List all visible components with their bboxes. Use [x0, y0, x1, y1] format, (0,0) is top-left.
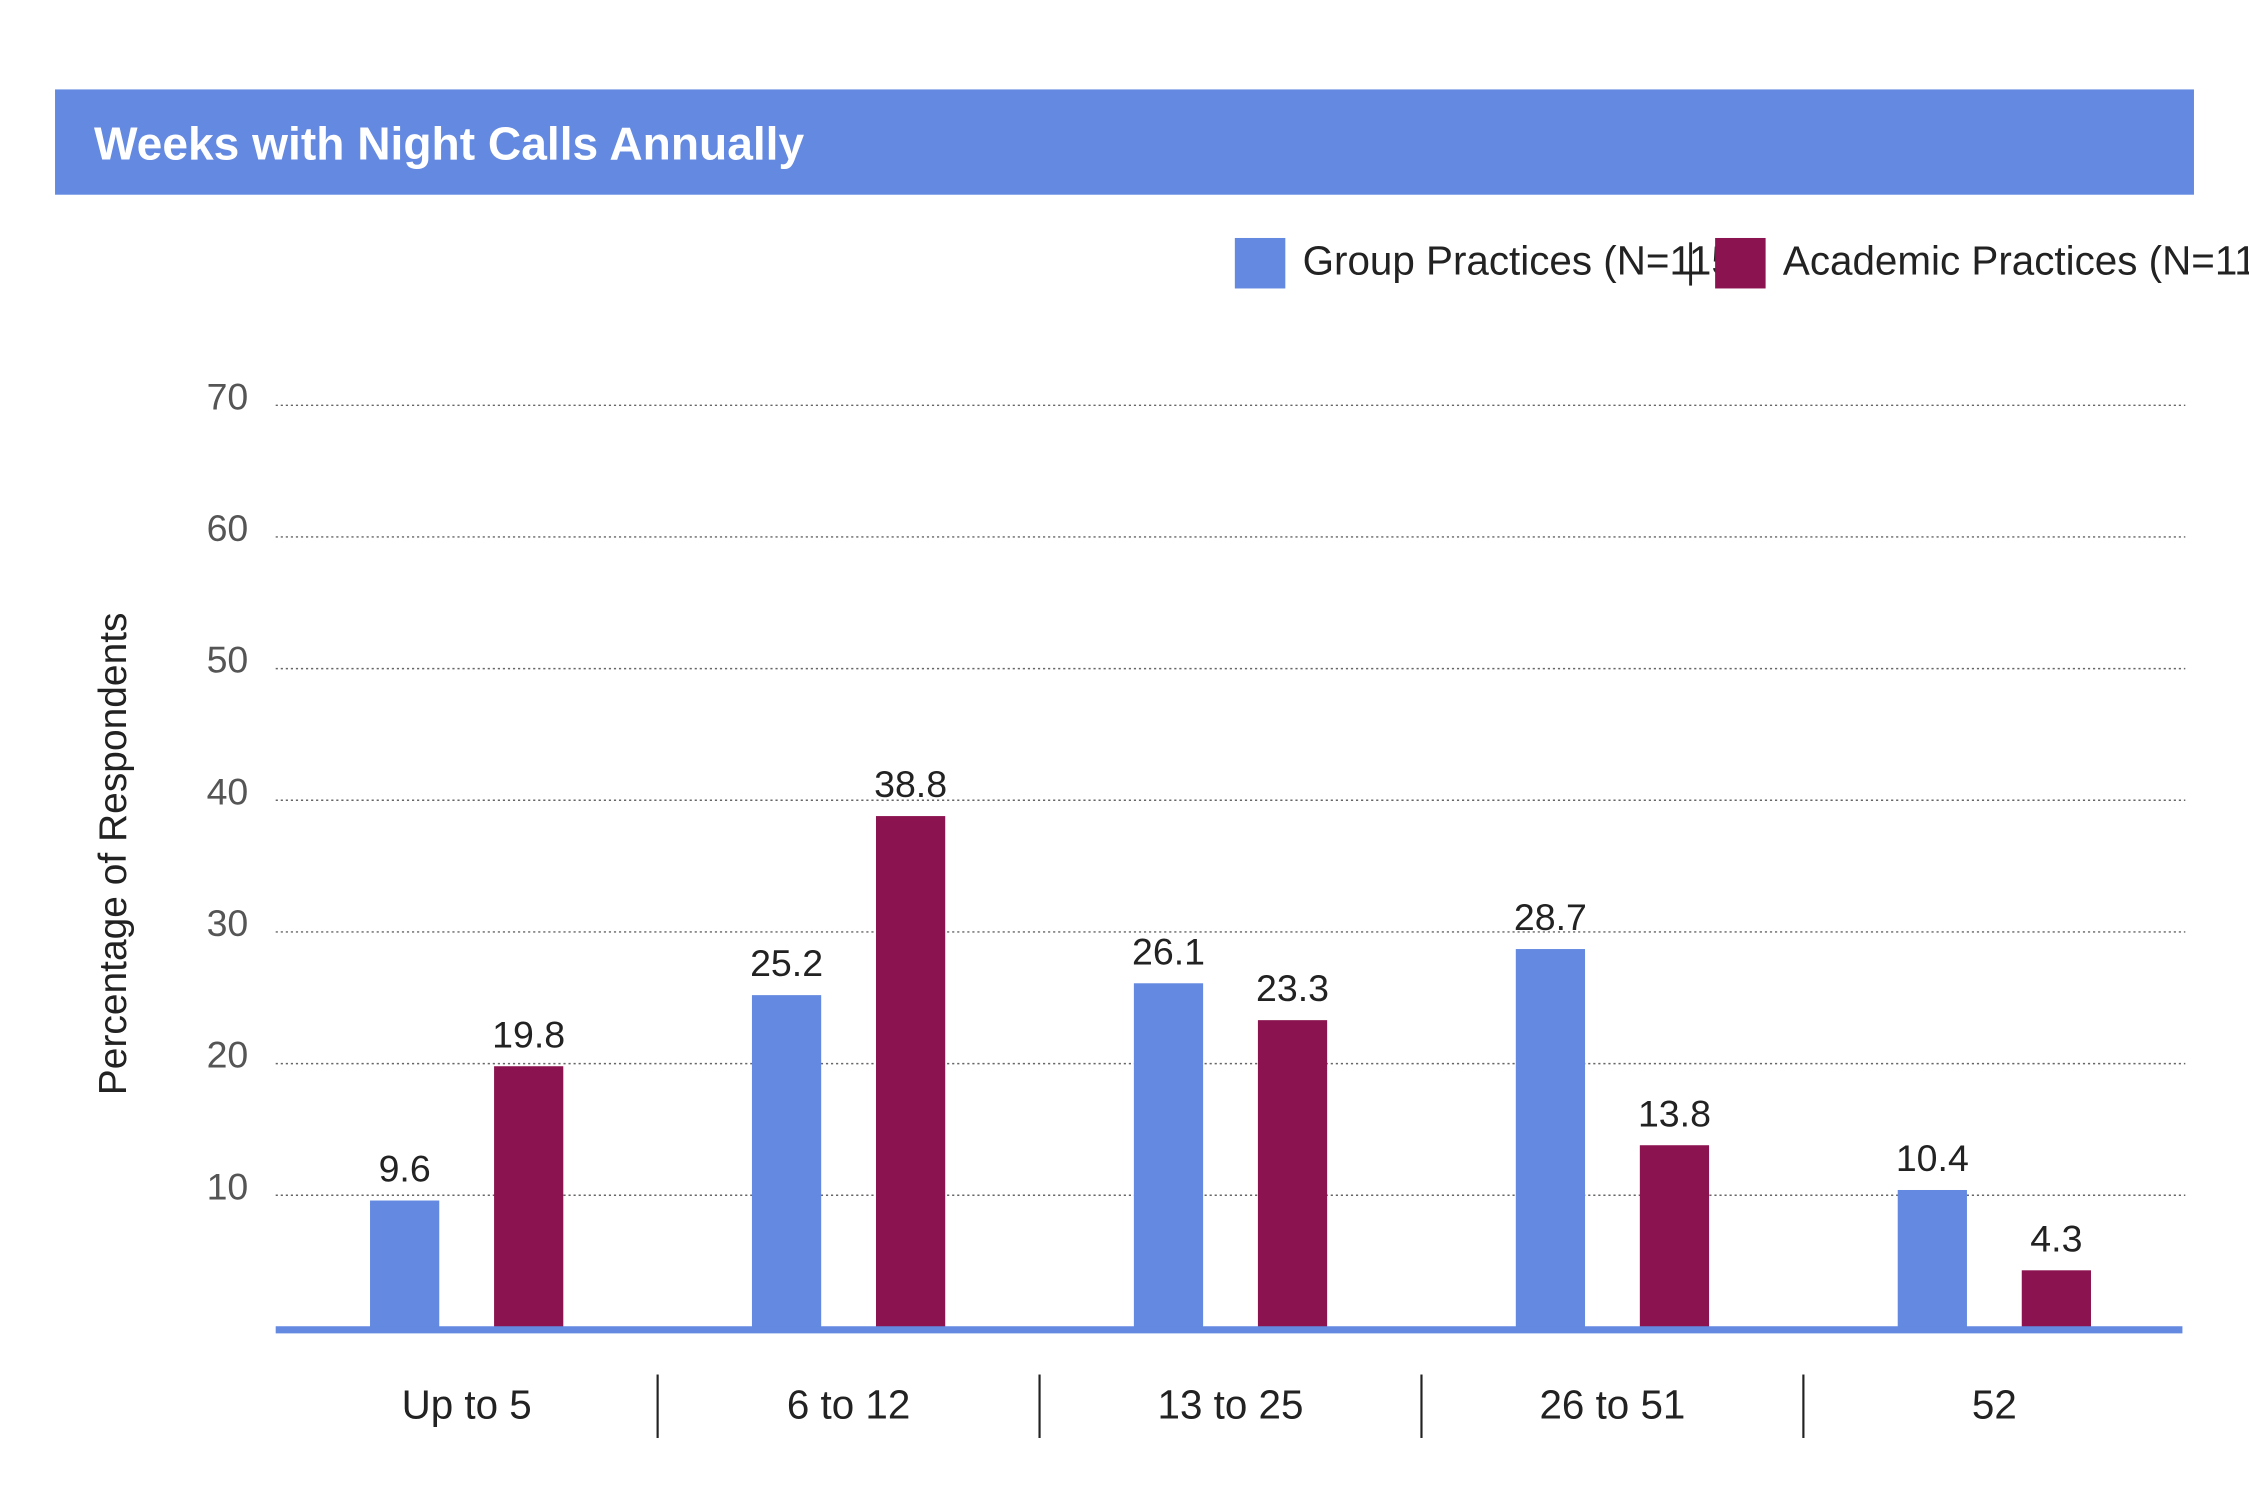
value-label: 19.8 — [492, 1013, 565, 1055]
legend-label: Academic Practices (N=116) — [1783, 238, 2249, 284]
title-bar — [55, 89, 2194, 195]
bar — [1133, 983, 1204, 1327]
bar — [370, 1200, 440, 1327]
value-label: 9.6 — [379, 1148, 431, 1190]
x-tick-label: 13 to 25 — [1158, 1381, 1304, 1427]
value-label: 10.4 — [1896, 1137, 1969, 1179]
x-tick-label: 26 to 51 — [1539, 1381, 1685, 1427]
value-label: 38.8 — [874, 763, 947, 805]
bar — [1639, 1145, 1710, 1327]
bar — [2021, 1270, 2091, 1327]
x-tick-label: Up to 5 — [402, 1381, 532, 1427]
y-tick-label: 10 — [207, 1165, 249, 1207]
value-label: 26.1 — [1132, 930, 1205, 972]
value-label: 25.2 — [750, 942, 823, 984]
y-axis-label: Percentage of Respondents — [92, 612, 135, 1095]
y-tick-label: 30 — [207, 902, 249, 944]
y-tick-label: 70 — [207, 375, 249, 417]
legend-swatch — [1234, 237, 1286, 289]
bar — [1515, 949, 1586, 1327]
x-tick-label: 6 to 12 — [787, 1381, 910, 1427]
bar — [1257, 1020, 1328, 1327]
x-tick-label: 52 — [1972, 1381, 2017, 1427]
legend-label: Group Practices (N=115) — [1303, 238, 1748, 284]
value-label: 23.3 — [1256, 967, 1329, 1009]
value-label: 4.3 — [2030, 1217, 2082, 1259]
bar — [1897, 1189, 1967, 1327]
bar — [494, 1066, 564, 1327]
y-tick-label: 20 — [207, 1034, 249, 1076]
value-label: 28.7 — [1514, 896, 1587, 938]
y-tick-label: 60 — [207, 507, 249, 549]
y-tick-label: 50 — [207, 639, 249, 681]
chart-title: Weeks with Night Calls Annually — [94, 117, 805, 169]
bar — [875, 816, 946, 1327]
value-label: 13.8 — [1638, 1092, 1711, 1134]
y-tick-label: 40 — [207, 770, 249, 812]
bar — [751, 995, 822, 1327]
legend-swatch — [1715, 237, 1766, 289]
